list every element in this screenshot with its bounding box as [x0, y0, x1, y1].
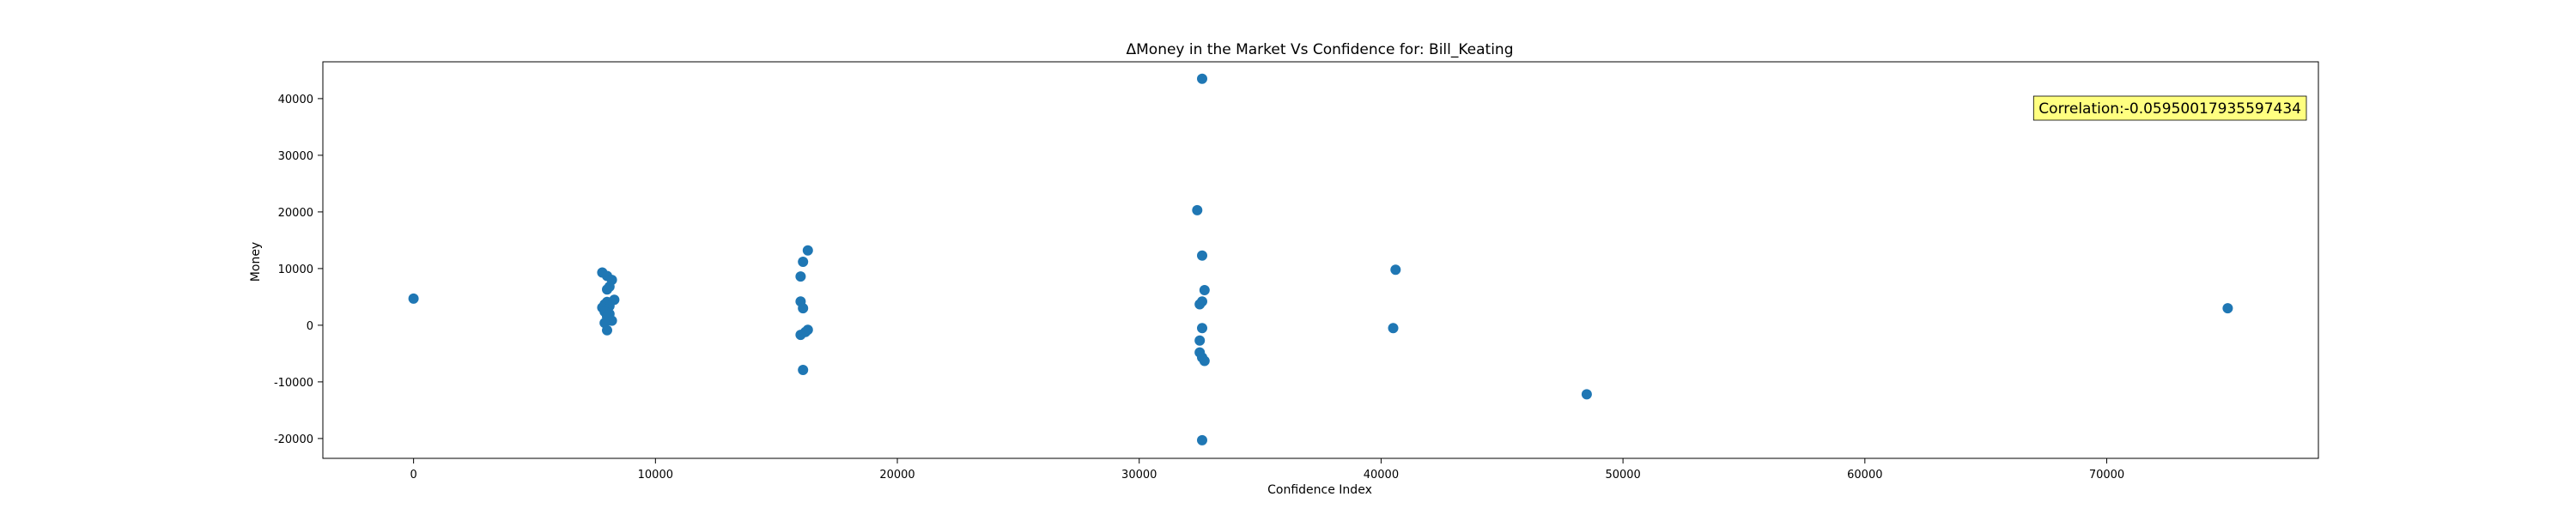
x-tick-label: 70000: [2089, 469, 2124, 482]
x-axis-label: Confidence Index: [1267, 483, 1372, 497]
x-axis-ticks: 0 10000 20000 30000 40000 50000 60000 70000: [410, 458, 2124, 482]
x-tick-label: 10000: [638, 469, 673, 482]
x-tick-label: 0: [410, 469, 416, 482]
y-tick-label: 0: [307, 320, 313, 333]
data-point-17: [602, 324, 612, 336]
data-point-37: [1199, 355, 1210, 367]
data-point-30: [1199, 285, 1210, 295]
points-layer: [408, 73, 2233, 445]
x-tick-label: 30000: [1121, 469, 1157, 482]
data-point-0: [408, 293, 419, 304]
y-axis-ticks: -20000 -10000 0 10000 20000 30000 40000: [274, 94, 323, 446]
data-point-20: [795, 271, 806, 282]
x-tick-label: 50000: [1605, 469, 1640, 482]
data-point-42: [2222, 303, 2233, 314]
annotation-text: Correlation:-0.059500179355974​34: [2038, 100, 2301, 118]
data-point-28: [1192, 204, 1203, 215]
data-point-5: [604, 282, 615, 292]
data-point-25: [795, 330, 806, 341]
chart-title: ΔMoney in the Market Vs Confidence for: …: [1127, 41, 1514, 58]
data-point-19: [798, 257, 809, 267]
x-tick-label: 20000: [879, 469, 914, 482]
y-tick-label: -10000: [274, 377, 313, 390]
x-tick-label: 40000: [1364, 469, 1399, 482]
correlation-annotation: Correlation:-0.059500179355974​34: [2032, 95, 2307, 121]
plot-area-frame: [322, 61, 2319, 459]
data-point-29: [1197, 250, 1207, 261]
data-point-27: [1197, 73, 1207, 84]
data-point-18: [802, 245, 813, 256]
data-point-41: [1581, 389, 1592, 400]
y-tick-label: 10000: [278, 264, 313, 276]
data-point-33: [1197, 323, 1207, 334]
data-point-38: [1197, 434, 1207, 445]
x-tick-label: 60000: [1847, 469, 1882, 482]
y-tick-label: 40000: [278, 94, 313, 106]
data-point-40: [1388, 323, 1399, 334]
data-point-26: [798, 365, 809, 375]
data-point-34: [1194, 335, 1206, 346]
y-tick-label: -20000: [274, 433, 313, 446]
y-tick-label: 20000: [278, 207, 313, 220]
data-point-39: [1390, 264, 1401, 276]
y-axis-label: Money: [249, 242, 263, 282]
y-tick-label: 30000: [278, 150, 313, 163]
annotation-box: [2032, 95, 2307, 121]
data-point-32: [1194, 299, 1206, 310]
data-point-22: [798, 303, 809, 314]
